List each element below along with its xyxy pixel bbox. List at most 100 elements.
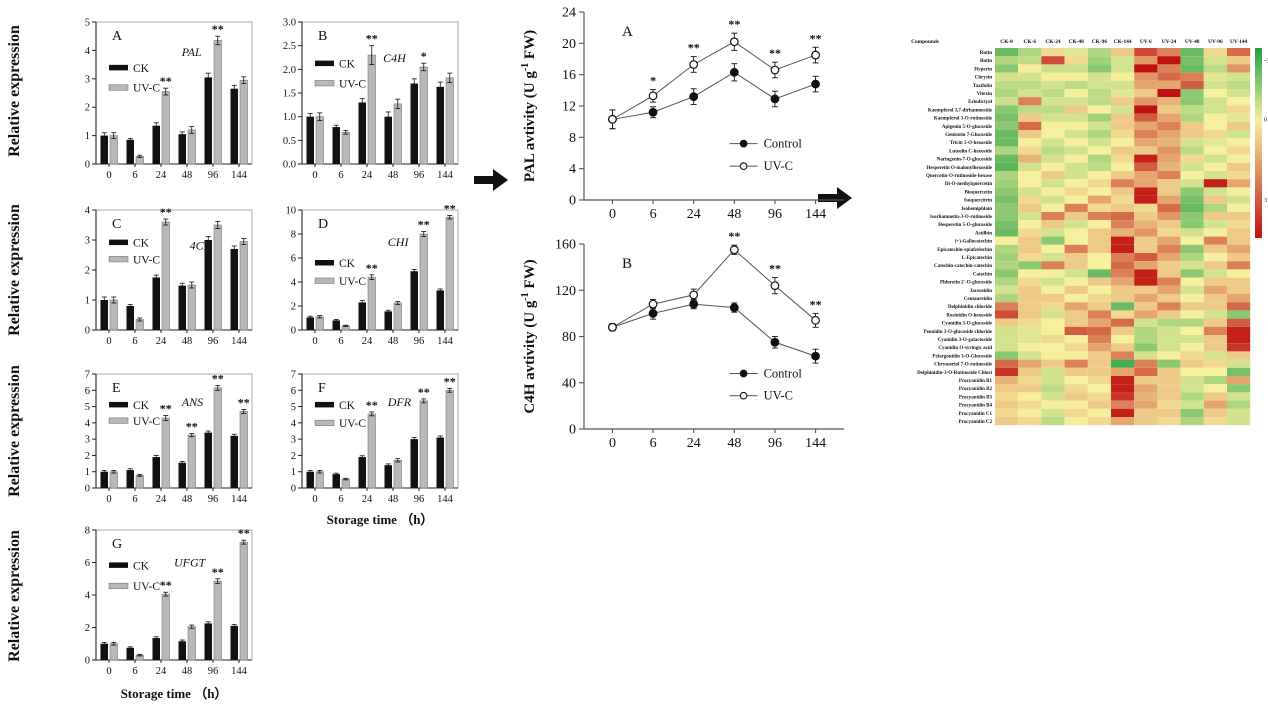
svg-text:E: E: [112, 381, 121, 396]
svg-text:24: 24: [156, 170, 167, 181]
svg-text:Astilbin: Astilbin: [975, 231, 992, 236]
svg-text:UV-C: UV-C: [339, 78, 366, 90]
svg-text:A: A: [112, 29, 123, 44]
y-axis-label-row1: Relative expression: [6, 25, 23, 157]
svg-text:**: **: [418, 385, 430, 399]
svg-text:Luteolin C-hexoside: Luteolin C-hexoside: [949, 149, 993, 154]
svg-text:Jaceosidin: Jaceosidin: [970, 289, 992, 294]
svg-text:144: 144: [231, 494, 248, 505]
svg-text:Rutin: Rutin: [980, 51, 992, 56]
svg-text:0: 0: [106, 336, 111, 347]
svg-text:CK-48: CK-48: [1069, 39, 1085, 45]
svg-text:7: 7: [291, 370, 296, 381]
svg-text:Isorhamnetin-3-O-rutinoside: Isorhamnetin-3-O-rutinoside: [930, 215, 993, 220]
svg-text:24: 24: [562, 6, 576, 21]
svg-text:**: **: [366, 398, 378, 412]
svg-text:Hesperetin 5-O-glucoside: Hesperetin 5-O-glucoside: [938, 223, 993, 228]
svg-text:Control: Control: [764, 137, 803, 151]
svg-text:5: 5: [291, 402, 296, 413]
svg-text:UV-144: UV-144: [1230, 39, 1248, 45]
svg-text:PAL: PAL: [181, 45, 202, 59]
svg-text:3: 3: [291, 435, 296, 446]
svg-text:2: 2: [85, 266, 90, 277]
svg-text:6: 6: [132, 170, 137, 181]
svg-text:4CL: 4CL: [190, 239, 211, 253]
svg-text:24: 24: [156, 336, 167, 347]
metabolite-heatmap: Compounds CK-0 CK-6 CK-24 CK-48 CK-96 CK-144 UV…: [845, 30, 1268, 437]
svg-text:5: 5: [85, 402, 90, 413]
svg-text:24: 24: [156, 494, 167, 505]
svg-text:0: 0: [106, 170, 111, 181]
svg-text:ANS: ANS: [181, 395, 203, 409]
svg-text:16: 16: [562, 68, 576, 83]
svg-text:1: 1: [291, 467, 296, 478]
svg-text:UV-48: UV-48: [1185, 39, 1200, 45]
svg-text:Procyanidin B2: Procyanidin B2: [959, 387, 993, 392]
y-axis-label-row2: Relative expression: [6, 204, 23, 336]
svg-text:48: 48: [727, 207, 741, 222]
svg-text:CK: CK: [133, 400, 150, 412]
svg-text:Delphinidin chloride: Delphinidin chloride: [948, 305, 993, 310]
svg-text:Control: Control: [764, 367, 803, 381]
svg-text:**: **: [728, 17, 740, 31]
svg-text:Hesperetin O-malonylhexoside: Hesperetin O-malonylhexoside: [926, 166, 992, 171]
svg-text:**: **: [238, 526, 250, 540]
svg-text:0: 0: [106, 666, 111, 677]
svg-text:-3: -3: [1264, 58, 1268, 64]
svg-text:96: 96: [414, 494, 425, 505]
svg-text:48: 48: [388, 170, 399, 181]
svg-text:Catechin: Catechin: [973, 272, 992, 277]
svg-text:CK: CK: [133, 63, 150, 75]
svg-text:Hyperin: Hyperin: [974, 67, 992, 72]
svg-text:1: 1: [85, 296, 90, 307]
svg-text:6: 6: [85, 558, 90, 569]
svg-text:**: **: [769, 46, 781, 60]
bar-chart-c4h: 0.0 0.5 1.0 1.5 2.0 2.5 3.0 0 6 24 ** 48 96 * 144 B CK UV…: [268, 8, 464, 201]
svg-text:8: 8: [569, 131, 576, 146]
svg-text:8: 8: [291, 230, 296, 241]
svg-text:6: 6: [650, 207, 657, 222]
svg-text:0: 0: [569, 194, 576, 209]
svg-text:**: **: [810, 31, 822, 45]
svg-text:8: 8: [85, 526, 90, 537]
svg-text:2: 2: [85, 103, 90, 114]
svg-text:**: **: [160, 74, 172, 88]
svg-text:CK-0: CK-0: [1000, 39, 1013, 45]
svg-text:6: 6: [291, 254, 296, 265]
svg-text:UV-C: UV-C: [764, 389, 793, 403]
svg-text:UV-C: UV-C: [133, 83, 160, 95]
bar-chart-4cl: 0 1 2 3 4 0 6 24 ** 48 96 144 C CK UV-C 4CL: [62, 198, 258, 363]
svg-text:24: 24: [687, 207, 701, 222]
svg-text:PAL avtivity (U g-1 FW): PAL avtivity (U g-1 FW): [520, 30, 538, 182]
svg-text:CK-6: CK-6: [1024, 39, 1037, 45]
svg-text:Storage time （h）: Storage time （h）: [327, 512, 434, 527]
svg-text:20: 20: [562, 37, 576, 52]
svg-text:**: **: [444, 374, 456, 388]
svg-text:Chrysin: Chrysin: [975, 76, 992, 81]
svg-text:0.0: 0.0: [283, 160, 296, 171]
svg-text:48: 48: [182, 336, 193, 347]
svg-text:0: 0: [85, 160, 90, 171]
svg-text:**: **: [160, 402, 172, 416]
svg-text:144: 144: [231, 170, 248, 181]
svg-text:7: 7: [85, 370, 90, 381]
svg-text:6: 6: [338, 336, 343, 347]
svg-text:5: 5: [85, 18, 90, 29]
svg-text:96: 96: [208, 666, 219, 677]
svg-text:Cyanidin 3-O-galactoside: Cyanidin 3-O-galactoside: [938, 338, 993, 343]
svg-text:6: 6: [132, 494, 137, 505]
svg-text:UV-C: UV-C: [133, 581, 160, 593]
svg-text:C: C: [112, 217, 121, 232]
svg-text:CK-24: CK-24: [1045, 39, 1061, 45]
svg-text:UV-C: UV-C: [764, 159, 793, 173]
svg-text:**: **: [212, 371, 224, 385]
svg-text:UV-96: UV-96: [1208, 39, 1223, 45]
svg-text:Quercetin-O-rutinoside-hexose: Quercetin-O-rutinoside-hexose: [926, 174, 993, 179]
svg-text:160: 160: [555, 238, 576, 253]
svg-text:4: 4: [291, 418, 297, 429]
svg-text:24: 24: [156, 666, 167, 677]
svg-text:Cyanidin 3-O-glucoside: Cyanidin 3-O-glucoside: [942, 322, 993, 327]
svg-text:96: 96: [414, 170, 425, 181]
svg-text:144: 144: [805, 207, 826, 222]
svg-text:C4H avtivity (U g-1 FW): C4H avtivity (U g-1 FW): [520, 259, 538, 413]
